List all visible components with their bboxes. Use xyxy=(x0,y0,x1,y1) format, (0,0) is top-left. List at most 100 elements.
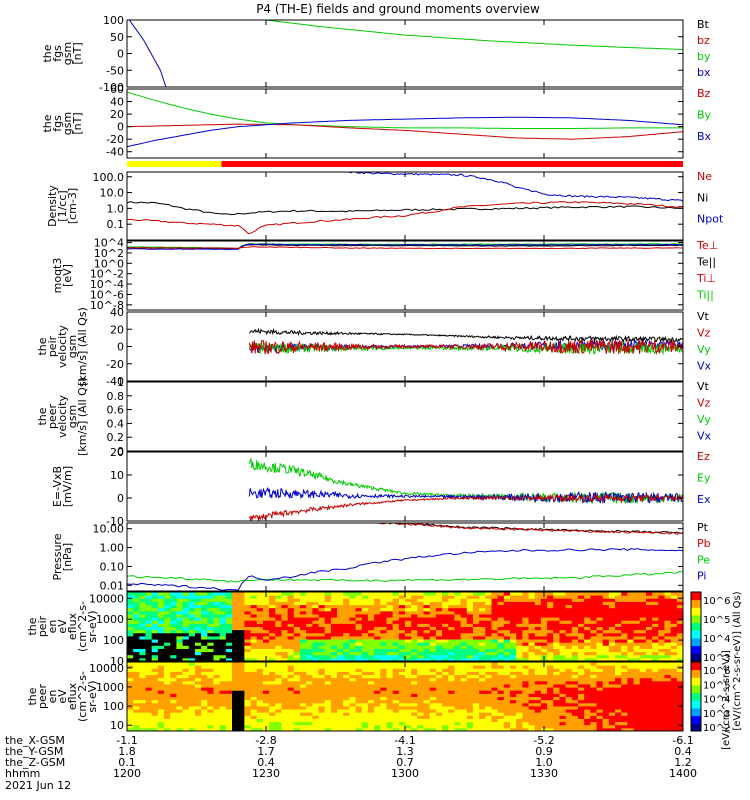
heatmap-cell xyxy=(213,629,221,634)
heatmap-cell xyxy=(466,668,474,672)
heatmap-cell xyxy=(411,613,418,618)
heatmap-cell xyxy=(472,639,480,643)
heatmap-cell xyxy=(275,610,282,615)
heatmap-cell xyxy=(596,665,604,669)
heatmap-cell xyxy=(157,613,165,618)
heatmap-cell xyxy=(398,683,406,688)
heatmap-cell xyxy=(503,607,511,612)
heatmap-cell xyxy=(534,702,542,707)
legend-By: By xyxy=(697,109,712,122)
heatmap-cell xyxy=(429,648,437,653)
heatmap-cell xyxy=(133,665,140,669)
heatmap-cell xyxy=(639,696,647,701)
heatmap-cell xyxy=(275,665,282,669)
heatmap-cell xyxy=(510,613,517,618)
heatmap-cell xyxy=(664,657,672,661)
heatmap-cell xyxy=(330,687,338,691)
heatmap-cell xyxy=(238,601,245,606)
colorbar-swatch xyxy=(691,662,701,671)
heatmap-cell xyxy=(275,651,282,656)
heatmap-cell xyxy=(485,592,492,596)
heatmap-cell xyxy=(157,665,165,669)
heatmap-cell xyxy=(367,671,375,676)
heatmap-cell xyxy=(577,702,585,707)
heatmap-cell xyxy=(547,665,554,669)
heatmap-cell xyxy=(664,626,672,631)
heatmap-cell xyxy=(337,617,344,621)
heatmap-cell xyxy=(213,727,221,731)
heatmap-cell xyxy=(608,604,616,609)
heatmap-cell xyxy=(262,601,270,606)
heatmap-cell xyxy=(287,687,295,691)
heatmap-cell xyxy=(306,610,313,615)
heatmap-cell xyxy=(448,639,455,643)
heatmap-cell xyxy=(398,648,406,653)
heatmap-cell xyxy=(355,677,363,682)
heatmap-cell xyxy=(232,699,239,704)
heatmap-cell xyxy=(602,662,610,666)
heatmap-cell xyxy=(343,632,350,637)
heatmap-cell xyxy=(485,693,492,697)
heatmap-cell xyxy=(299,727,307,731)
heatmap-cell xyxy=(670,724,678,729)
heatmap-cell xyxy=(157,610,165,615)
heatmap-cell xyxy=(392,727,400,731)
heatmap-cell xyxy=(522,668,530,672)
heatmap-cell xyxy=(565,613,573,618)
heatmap-cell xyxy=(176,623,184,627)
heatmap-cell xyxy=(250,727,258,731)
heatmap-cell xyxy=(596,718,604,723)
heatmap-cell xyxy=(435,727,443,731)
heatmap-cell xyxy=(213,651,221,656)
heatmap-cell xyxy=(374,665,381,669)
heatmap-cell xyxy=(670,702,678,707)
heatmap-cell xyxy=(559,705,567,710)
heatmap-cell xyxy=(269,677,276,682)
heatmap-cell xyxy=(411,651,418,656)
heatmap-cell xyxy=(423,629,431,634)
heatmap-cell xyxy=(633,687,641,691)
heatmap-cell xyxy=(127,715,134,719)
legend-Pe: Pe xyxy=(697,553,710,566)
heatmap-cell xyxy=(164,620,171,624)
heatmap-cell xyxy=(466,613,474,618)
heatmap-cell xyxy=(392,680,400,685)
heatmap-cell xyxy=(337,642,344,646)
heatmap-cell xyxy=(398,592,406,596)
heatmap-cell xyxy=(448,623,455,627)
heatmap-cell xyxy=(201,592,208,596)
heatmap-cell xyxy=(256,592,264,596)
heatmap-cell xyxy=(256,613,264,618)
heatmap-cell xyxy=(374,604,381,609)
heatmap-cell xyxy=(293,642,301,646)
heatmap-cell xyxy=(213,595,221,599)
heatmap-cell xyxy=(232,671,239,676)
heatmap-cell xyxy=(275,607,282,612)
heatmap-cell xyxy=(590,623,598,627)
heatmap-cell xyxy=(411,712,418,716)
heatmap-cell xyxy=(244,617,252,621)
heatmap-cell xyxy=(361,635,369,640)
heatmap-cell xyxy=(374,617,381,621)
heatmap-cell xyxy=(442,617,449,621)
heatmap-cell xyxy=(522,639,530,643)
heatmap-cell xyxy=(485,715,492,719)
heatmap-cell xyxy=(380,613,387,618)
heatmap-cell xyxy=(324,693,332,697)
heatmap-cell xyxy=(516,601,523,606)
heatmap-cell xyxy=(349,635,357,640)
heatmap-cell xyxy=(547,693,554,697)
heatmap-cell xyxy=(491,699,499,704)
heatmap-cell xyxy=(225,604,233,609)
heatmap-cell xyxy=(497,623,505,627)
heatmap-cell xyxy=(466,645,474,649)
heatmap-cell xyxy=(658,617,665,621)
heatmap-cell xyxy=(547,724,554,729)
heatmap-cell xyxy=(664,629,672,634)
heatmap-cell xyxy=(145,617,153,621)
heatmap-cell xyxy=(503,687,511,691)
y-axis-label: sr-eV) xyxy=(86,610,99,642)
heatmap-cell xyxy=(269,699,276,704)
